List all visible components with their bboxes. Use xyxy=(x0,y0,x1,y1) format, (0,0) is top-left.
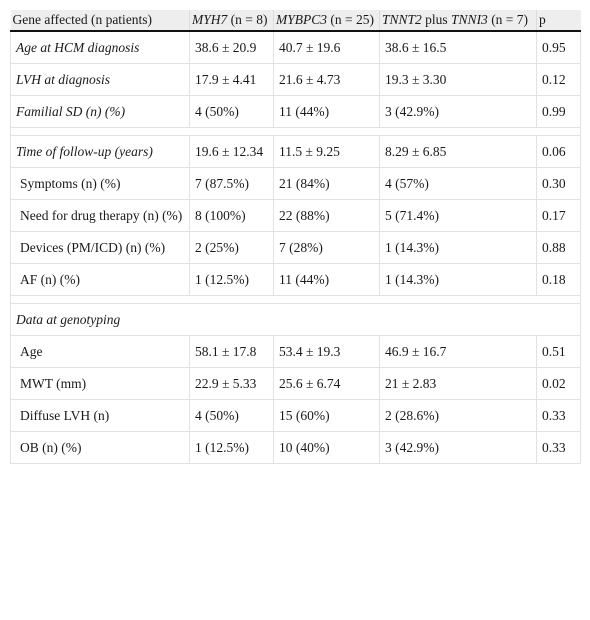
cell-tnnt2-tnni3: 5 (71.4%) xyxy=(379,199,537,232)
table-row-af: AF (n) (%) 1 (12.5%) 11 (44%) 1 (14.3%) … xyxy=(10,263,581,296)
section-heading: Data at genotyping xyxy=(10,303,581,336)
spacer-cell xyxy=(10,295,581,304)
table-row-familial-sd: Familial SD (n) (%) 4 (50%) 11 (44%) 3 (… xyxy=(10,95,581,128)
cell-mybpc3: 11 (44%) xyxy=(273,95,380,128)
table-row-mwt: MWT (mm) 22.9 ± 5.33 25.6 ± 6.74 21 ± 2.… xyxy=(10,367,581,400)
cell-tnnt2-tnni3: 3 (42.9%) xyxy=(379,95,537,128)
table-row-data-at-genotyping: Data at genotyping xyxy=(10,303,581,336)
header-myh7-n: (n = 8) xyxy=(227,12,268,27)
header-p-value: p xyxy=(536,10,581,32)
table-row-symptoms: Symptoms (n) (%) 7 (87.5%) 21 (84%) 4 (5… xyxy=(10,167,581,200)
cell-tnnt2-tnni3: 8.29 ± 6.85 xyxy=(379,135,537,168)
cell-p-value: 0.88 xyxy=(536,231,581,264)
cell-mybpc3: 25.6 ± 6.74 xyxy=(273,367,380,400)
header-tnnt2-tnni3-n: (n = 7) xyxy=(487,12,529,27)
cell-myh7: 38.6 ± 20.9 xyxy=(189,30,274,64)
row-label: Need for drug therapy (n) (%) xyxy=(10,199,190,232)
cell-tnnt2-tnni3: 1 (14.3%) xyxy=(379,263,537,296)
cell-p-value: 0.06 xyxy=(536,135,581,168)
cell-mybpc3: 21.6 ± 4.73 xyxy=(273,63,380,96)
row-label: AF (n) (%) xyxy=(10,263,190,296)
cell-p-value: 0.02 xyxy=(536,367,581,400)
cell-myh7: 19.6 ± 12.34 xyxy=(189,135,274,168)
row-label: Symptoms (n) (%) xyxy=(10,167,190,200)
cell-p-value: 0.17 xyxy=(536,199,581,232)
cell-myh7: 2 (25%) xyxy=(189,231,274,264)
cell-p-value: 0.30 xyxy=(536,167,581,200)
cell-p-value: 0.51 xyxy=(536,335,581,368)
data-table-container: Gene affected (n patients) MYH7 (n = 8) … xyxy=(10,10,581,464)
cell-mybpc3: 53.4 ± 19.3 xyxy=(273,335,380,368)
cell-myh7: 22.9 ± 5.33 xyxy=(189,367,274,400)
cell-tnnt2-tnni3: 3 (42.9%) xyxy=(379,431,537,464)
cell-tnnt2-tnni3: 4 (57%) xyxy=(379,167,537,200)
cell-mybpc3: 22 (88%) xyxy=(273,199,380,232)
cell-tnnt2-tnni3: 21 ± 2.83 xyxy=(379,367,537,400)
cell-tnnt2-tnni3: 38.6 ± 16.5 xyxy=(379,30,537,64)
row-label: Devices (PM/ICD) (n) (%) xyxy=(10,231,190,264)
cell-p-value: 0.33 xyxy=(536,431,581,464)
header-mybpc3-n: (n = 25) xyxy=(327,12,374,27)
cell-mybpc3: 40.7 ± 19.6 xyxy=(273,30,380,64)
cell-mybpc3: 10 (40%) xyxy=(273,431,380,464)
cell-myh7: 4 (50%) xyxy=(189,399,274,432)
cell-tnnt2-tnni3: 2 (28.6%) xyxy=(379,399,537,432)
cell-myh7: 1 (12.5%) xyxy=(189,431,274,464)
row-label: OB (n) (%) xyxy=(10,431,190,464)
table-row-ob: OB (n) (%) 1 (12.5%) 10 (40%) 3 (42.9%) … xyxy=(10,431,581,464)
cell-myh7: 7 (87.5%) xyxy=(189,167,274,200)
header-plus: plus xyxy=(421,12,452,27)
cell-mybpc3: 11 (44%) xyxy=(273,263,380,296)
row-label: Diffuse LVH (n) xyxy=(10,399,190,432)
cell-p-value: 0.12 xyxy=(536,63,581,96)
header-gene-affected-text: Gene affected (n patients) xyxy=(12,12,153,27)
cell-myh7: 58.1 ± 17.8 xyxy=(189,335,274,368)
header-p-value-text: p xyxy=(539,12,546,27)
cell-myh7: 4 (50%) xyxy=(189,95,274,128)
header-tnni3-gene: TNNI3 xyxy=(451,12,488,27)
header-tnnt2-tnni3: TNNT2 plus TNNI3 (n = 7) xyxy=(379,10,537,32)
row-label: Age at HCM diagnosis xyxy=(10,30,190,64)
header-myh7: MYH7 (n = 8) xyxy=(189,10,274,32)
table-row-age: Age 58.1 ± 17.8 53.4 ± 19.3 46.9 ± 16.7 … xyxy=(10,335,581,368)
cell-tnnt2-tnni3: 46.9 ± 16.7 xyxy=(379,335,537,368)
genotype-comparison-table: Gene affected (n patients) MYH7 (n = 8) … xyxy=(10,10,581,464)
table-row-lvh-at-diagnosis: LVH at diagnosis 17.9 ± 4.41 21.6 ± 4.73… xyxy=(10,63,581,96)
row-label: Time of follow-up (years) xyxy=(10,135,190,168)
cell-tnnt2-tnni3: 19.3 ± 3.30 xyxy=(379,63,537,96)
header-mybpc3-gene: MYBPC3 xyxy=(276,12,328,27)
cell-myh7: 17.9 ± 4.41 xyxy=(189,63,274,96)
table-row-devices: Devices (PM/ICD) (n) (%) 2 (25%) 7 (28%)… xyxy=(10,231,581,264)
table-row-diffuse-lvh: Diffuse LVH (n) 4 (50%) 15 (60%) 2 (28.6… xyxy=(10,399,581,432)
header-gene-affected: Gene affected (n patients) xyxy=(10,10,190,32)
cell-mybpc3: 11.5 ± 9.25 xyxy=(273,135,380,168)
cell-myh7: 8 (100%) xyxy=(189,199,274,232)
row-label: LVH at diagnosis xyxy=(10,63,190,96)
cell-myh7: 1 (12.5%) xyxy=(189,263,274,296)
cell-mybpc3: 15 (60%) xyxy=(273,399,380,432)
table-row-time-of-follow-up: Time of follow-up (years) 19.6 ± 12.34 1… xyxy=(10,135,581,168)
cell-mybpc3: 7 (28%) xyxy=(273,231,380,264)
cell-p-value: 0.18 xyxy=(536,263,581,296)
row-label: Familial SD (n) (%) xyxy=(10,95,190,128)
header-tnnt2-gene: TNNT2 xyxy=(382,12,422,27)
cell-p-value: 0.33 xyxy=(536,399,581,432)
table-header-row: Gene affected (n patients) MYH7 (n = 8) … xyxy=(10,10,581,32)
cell-mybpc3: 21 (84%) xyxy=(273,167,380,200)
table-row-age-at-hcm-diagnosis: Age at HCM diagnosis 38.6 ± 20.9 40.7 ± … xyxy=(10,30,581,64)
table-spacer-row xyxy=(10,295,581,304)
header-myh7-gene: MYH7 xyxy=(192,12,228,27)
cell-p-value: 0.99 xyxy=(536,95,581,128)
cell-p-value: 0.95 xyxy=(536,30,581,64)
table-spacer-row xyxy=(10,127,581,136)
table-row-need-for-drug-therapy: Need for drug therapy (n) (%) 8 (100%) 2… xyxy=(10,199,581,232)
cell-tnnt2-tnni3: 1 (14.3%) xyxy=(379,231,537,264)
row-label: Age xyxy=(10,335,190,368)
header-mybpc3: MYBPC3 (n = 25) xyxy=(273,10,380,32)
spacer-cell xyxy=(10,127,581,136)
row-label: MWT (mm) xyxy=(10,367,190,400)
